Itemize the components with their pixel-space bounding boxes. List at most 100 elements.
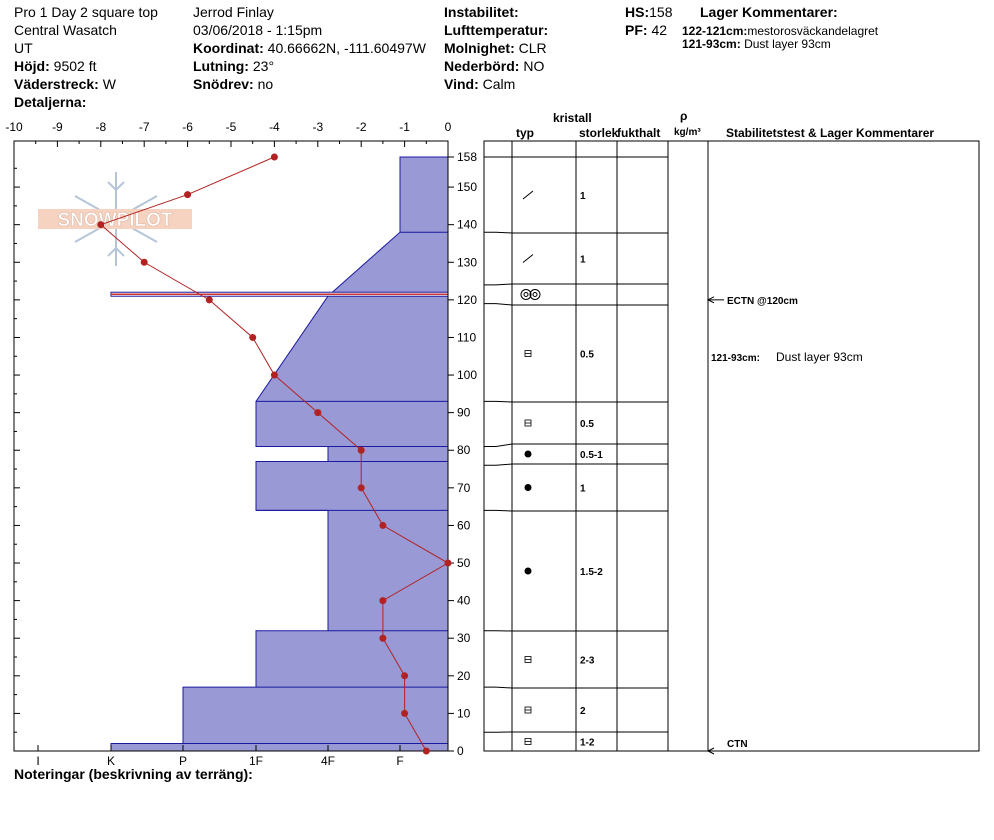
- depth-tick-label: 60: [457, 518, 471, 532]
- grain-size-label: 2-3: [580, 656, 595, 667]
- test-label: CTN: [727, 739, 748, 750]
- elevation-label: Höjd:: [14, 58, 50, 74]
- depth-connector: [484, 283, 513, 286]
- test-arrow-icon: [706, 296, 715, 304]
- snowpilot-logo: SNOWPILOT: [38, 172, 192, 266]
- temp-tick-label: -8: [95, 120, 106, 134]
- temperature-point: [205, 296, 213, 304]
- depth-tick-label: 40: [457, 594, 471, 608]
- sky-value: CLR: [518, 40, 547, 56]
- temperature-point: [401, 672, 409, 680]
- temperature-point: [357, 484, 365, 492]
- air-temp-label: Lufttemperatur:: [444, 22, 549, 38]
- depth-tick-label: 80: [457, 443, 471, 457]
- grain-size-label: 1.5-2: [580, 567, 603, 578]
- slope-label: Lutning:: [193, 58, 249, 74]
- temp-tick-label: -7: [139, 120, 150, 134]
- snowpilot-logo-text: SNOWPILOT: [57, 210, 172, 231]
- hs-value: 158: [649, 4, 673, 20]
- grain-size-label: 1: [580, 255, 586, 266]
- grain-size-label: 1-2: [580, 738, 595, 749]
- temp-tick-label: -1: [399, 120, 410, 134]
- depth-tick-label: 30: [457, 631, 471, 645]
- drift-label: Snödrev:: [193, 76, 254, 92]
- slope-value: 23°: [252, 58, 275, 74]
- slope-row: Lutning: 23°: [193, 58, 274, 74]
- melt-form-grain-icon: [524, 567, 532, 575]
- decomposing-grain-icon: [522, 254, 534, 263]
- notes-label: Noteringar (beskrivning av terräng):: [14, 766, 253, 782]
- temp-tick-label: -3: [312, 120, 323, 134]
- range-name: Central Wasatch: [14, 22, 117, 38]
- sky-row: Molnighet: CLR: [444, 40, 547, 56]
- state-name: UT: [14, 40, 33, 56]
- hardness-tick-label: K: [107, 754, 115, 768]
- depth-tick-label: 110: [457, 330, 476, 344]
- observation-datetime: 03/06/2018 - 1:15pm: [193, 22, 323, 38]
- depth-tick-label: 20: [457, 669, 471, 683]
- location-line: Pro 1 Day 2 square top: [14, 4, 158, 20]
- temperature-profile: [97, 153, 452, 755]
- col-crystal: kristall: [553, 111, 592, 125]
- grain-size-label: 1: [580, 191, 586, 202]
- wind-value: Calm: [482, 76, 516, 92]
- hs-label: HS:: [625, 4, 650, 20]
- layer-comments-title: Lager Kommentarer:: [700, 4, 838, 20]
- temperature-point: [379, 634, 387, 642]
- depth-tick-label: 50: [457, 556, 471, 570]
- depth-tick-label: 10: [457, 706, 471, 720]
- test-label: ECTN @120cm: [727, 296, 798, 307]
- temperature-point: [270, 371, 278, 379]
- depth-tick-label: 140: [457, 218, 477, 232]
- pf-row: PF: 42: [625, 22, 667, 38]
- layer-comment-2-text: Dust layer 93cm: [744, 37, 831, 51]
- temperature-point: [140, 258, 148, 266]
- pf-label: PF:: [625, 22, 648, 38]
- grain-size-label: 1: [580, 484, 586, 495]
- temperature-point: [422, 747, 430, 755]
- temp-tick-label: -2: [356, 120, 367, 134]
- depth-tick-label: 120: [457, 293, 477, 307]
- depth-connector: [484, 686, 513, 689]
- layer-note-range: 121-93cm:: [711, 353, 760, 364]
- precip-row: Nederbörd: NO: [444, 58, 544, 74]
- hardness-tick-label: F: [396, 754, 403, 768]
- col-moisture: fukthalt: [617, 126, 660, 140]
- coordinate-value: 40.66662N, -111.60497W: [267, 40, 426, 56]
- decomposing-grain-icon: [522, 190, 534, 200]
- drift-value: no: [257, 76, 274, 92]
- instability-label: Instabilitet:: [444, 4, 519, 20]
- col-type: typ: [516, 126, 534, 140]
- temperature-point: [379, 521, 387, 529]
- elevation-row: Höjd: 9502 ft: [14, 58, 96, 74]
- depth-connector: [484, 509, 513, 512]
- temp-tick-label: -6: [182, 120, 193, 134]
- temperature-point: [249, 333, 257, 341]
- precip-label: Nederbörd:: [444, 58, 520, 74]
- surface-hoar-icon: [523, 292, 529, 297]
- temp-tick-label: -10: [5, 120, 23, 134]
- melt-form-grain-icon: [524, 484, 532, 491]
- depth-tick-label: 130: [457, 255, 477, 269]
- coordinate-label: Koordinat:: [193, 40, 264, 56]
- layer-comment-2-range: 121-93cm:: [682, 37, 741, 51]
- depth-connector: [484, 443, 513, 447]
- precip-value: NO: [523, 58, 545, 74]
- grain-size-label: 2: [580, 706, 586, 717]
- col-density-unit: kg/m³: [674, 127, 701, 138]
- depth-connector: [484, 303, 513, 306]
- aspect-value: W: [102, 76, 116, 92]
- drift-row: Snödrev: no: [193, 76, 273, 92]
- depth-tick-label: 90: [457, 406, 471, 420]
- depth-tick-label: 158: [457, 150, 477, 164]
- temperature-point: [401, 709, 409, 717]
- temp-tick-label: -9: [52, 120, 63, 134]
- pf-value: 42: [651, 22, 668, 38]
- wind-row: Vind: Calm: [444, 76, 515, 92]
- surface-hoar-icon: [532, 292, 538, 297]
- hardness-area: [110, 156, 449, 752]
- temp-tick-label: 0: [445, 120, 452, 134]
- depth-tick-label: 0: [457, 744, 464, 758]
- grain-size-label: 0.5-1: [580, 450, 603, 461]
